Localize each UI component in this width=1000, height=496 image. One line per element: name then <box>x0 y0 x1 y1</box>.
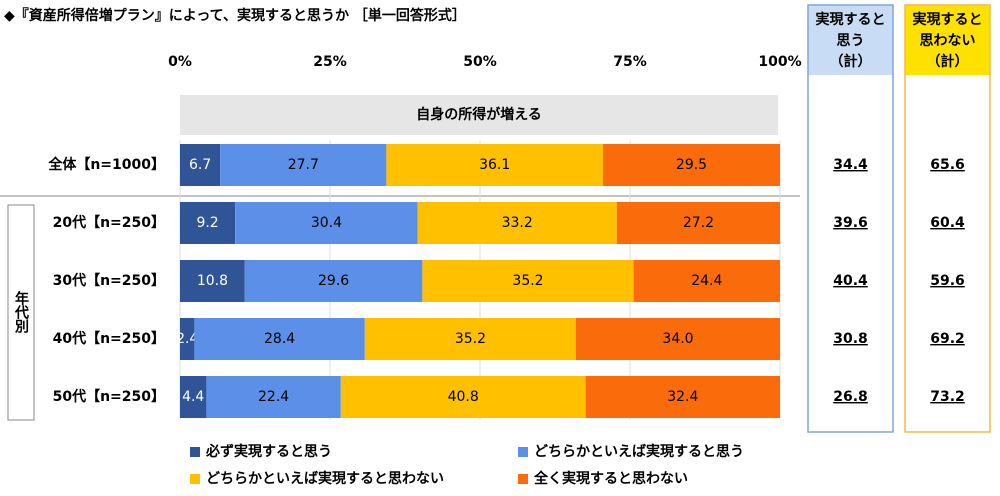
bar-segment <box>220 144 387 186</box>
bar-segment <box>340 376 586 418</box>
x-tick-label: 25% <box>313 54 347 70</box>
data-label: 29.5 <box>676 157 707 173</box>
data-label: 35.2 <box>455 331 486 347</box>
summary-value: 65.6 <box>930 157 965 173</box>
data-label: 2.4 <box>176 331 198 347</box>
y-tick-label: 40代【n=250】 <box>53 330 165 347</box>
summary-header: （計） <box>830 53 872 70</box>
legend-swatch <box>190 447 200 457</box>
summary-value: 60.4 <box>930 215 965 231</box>
summary-box <box>807 4 894 433</box>
subtitle: 自身の所得が増える <box>416 106 542 123</box>
bar-segment <box>180 376 207 418</box>
summary-value: 26.8 <box>833 389 868 405</box>
data-label: 27.7 <box>288 157 319 173</box>
data-label: 24.4 <box>691 273 722 289</box>
summary-header: （計） <box>927 53 969 70</box>
legend-label: どちらかといえば実現すると思う <box>534 443 744 460</box>
summary-header: 実現すると <box>913 11 983 28</box>
bar-segment <box>180 318 195 360</box>
bar-segment <box>422 260 634 302</box>
data-label: 40.8 <box>448 389 479 405</box>
bar-segment <box>603 144 780 186</box>
summary-box <box>904 4 991 433</box>
bar-segment <box>180 260 245 302</box>
data-label: 28.4 <box>264 331 295 347</box>
summary-value: 40.4 <box>833 273 868 289</box>
bar-segment <box>616 202 780 244</box>
subtitle-band <box>180 95 778 135</box>
bar-segment <box>235 202 418 244</box>
legend-swatch <box>518 474 528 484</box>
y-tick-label: 20代【n=250】 <box>53 214 165 231</box>
data-label: 6.7 <box>189 157 211 173</box>
bar-segment <box>633 260 780 302</box>
data-label: 30.4 <box>311 215 342 231</box>
summary-header-bg <box>808 5 893 75</box>
y-tick-label: 全体【n=1000】 <box>47 156 165 173</box>
bar-segment <box>244 260 423 302</box>
data-label: 4.4 <box>182 389 204 405</box>
legend-swatch <box>518 447 528 457</box>
summary-value: 69.2 <box>930 331 965 347</box>
bar-segment <box>364 318 576 360</box>
data-label: 32.4 <box>667 389 698 405</box>
chart-title: ◆『資産所得倍増プラン』によって、実現すると思うか ［単一回答形式］ <box>4 7 466 24</box>
summary-header: 思う <box>837 33 865 49</box>
summary-value: 34.4 <box>833 157 868 173</box>
group-box <box>7 204 35 421</box>
bar-segment <box>585 376 780 418</box>
data-label: 27.2 <box>683 215 714 231</box>
x-tick-label: 0% <box>168 54 192 70</box>
legend-label: どちらかといえば実現すると思わない <box>206 470 444 487</box>
x-tick-label: 75% <box>613 54 647 70</box>
legend-label: 全く実現すると思わない <box>533 470 688 487</box>
x-tick-label: 50% <box>463 54 497 70</box>
data-label: 10.8 <box>197 273 228 289</box>
bar-segment <box>194 318 365 360</box>
data-label: 33.2 <box>502 215 533 231</box>
x-tick-label: 100% <box>758 54 801 70</box>
data-label: 9.2 <box>196 215 218 231</box>
bar-segment <box>180 202 236 244</box>
y-tick-label: 30代【n=250】 <box>53 272 165 289</box>
summary-value: 39.6 <box>833 215 868 231</box>
summary-value: 30.8 <box>833 331 868 347</box>
legend-swatch <box>190 474 200 484</box>
group-label: 年代別 <box>13 290 30 334</box>
y-tick-label: 50代【n=250】 <box>53 388 165 405</box>
data-label: 35.2 <box>512 273 543 289</box>
data-label: 34.0 <box>662 331 693 347</box>
summary-value: 73.2 <box>930 389 965 405</box>
summary-header: 実現すると <box>816 11 886 28</box>
data-label: 22.4 <box>258 389 289 405</box>
bar-segment <box>386 144 603 186</box>
legend-label: 必ず実現すると思う <box>205 443 332 460</box>
summary-header: 思わない <box>920 33 976 49</box>
summary-header-bg <box>905 5 990 75</box>
data-label: 29.6 <box>318 273 349 289</box>
summary-value: 59.6 <box>930 273 965 289</box>
data-label: 36.1 <box>479 157 510 173</box>
bar-segment <box>576 318 780 360</box>
bar-segment <box>206 376 341 418</box>
bar-segment <box>180 144 221 186</box>
bar-segment <box>417 202 617 244</box>
